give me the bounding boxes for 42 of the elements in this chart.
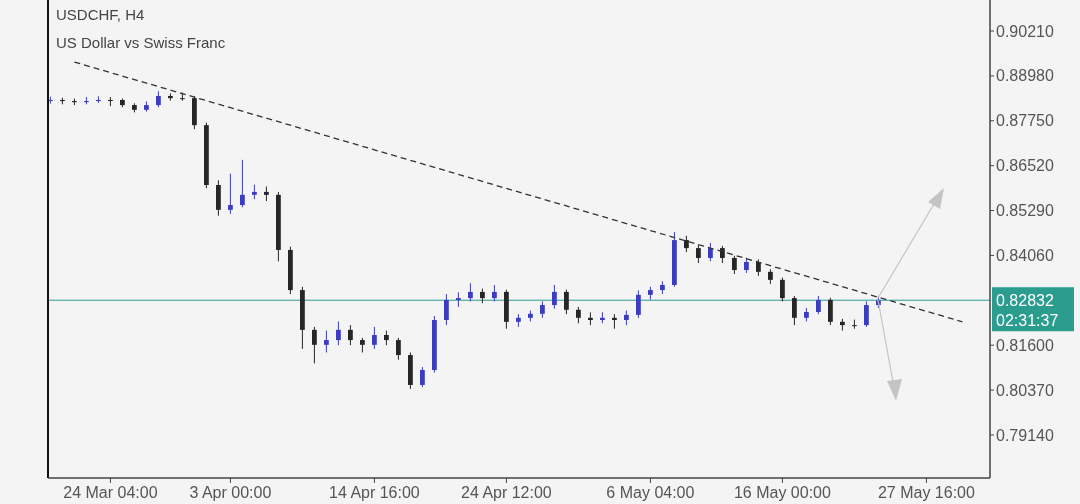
x-tick-label: 6 May 04:00 [606, 484, 695, 501]
y-tick-label: 0.84060 [996, 247, 1054, 265]
y-tick-label: 0.79140 [996, 426, 1054, 444]
text: 02:31:37 [996, 311, 1059, 329]
candlestick [696, 244, 701, 264]
chart-title: USDCHF, H4 [56, 6, 145, 23]
y-tick-label: 0.80370 [996, 381, 1054, 399]
x-tick-label: 24 Apr 12:00 [461, 484, 552, 501]
y-tick-label: 0.86520 [996, 157, 1054, 175]
x-tick-label: 16 May 00:00 [733, 484, 831, 501]
candlestick [336, 320, 341, 346]
candlestick [816, 295, 821, 315]
x-tick-label: 27 May 16:00 [877, 484, 975, 501]
text: US Dollar vs Swiss Franc [56, 34, 226, 51]
y-tick-label: 0.88980 [996, 67, 1054, 85]
candlestick [864, 300, 869, 328]
candlestick [636, 289, 641, 319]
candlestick [792, 295, 797, 326]
candlestick [564, 289, 569, 315]
candlestick [420, 366, 425, 388]
candlestick [828, 297, 833, 326]
candlestick [468, 282, 473, 302]
candlestick [780, 277, 785, 302]
candlestick [732, 255, 737, 275]
candlestick [240, 159, 245, 208]
y-tick-label: 0.87750 [996, 112, 1054, 130]
x-tick-label: 14 Apr 16:00 [329, 484, 420, 501]
ref-line-label: 0.82832 [996, 291, 1054, 309]
y-tick-label: 0.81600 [996, 336, 1054, 354]
y-tick-label: 0.90210 [996, 22, 1054, 40]
candlestick [348, 324, 353, 346]
candlestick [444, 293, 449, 326]
y-tick-label: 0.85290 [996, 202, 1054, 220]
candlestick [396, 337, 401, 361]
x-tick-label: 3 Apr 00:00 [189, 484, 272, 501]
candlestick [552, 284, 557, 310]
candlestick [708, 242, 713, 262]
x-tick-label: 24 Mar 04:00 [63, 484, 158, 501]
candlestick [372, 326, 377, 350]
candlestick [228, 173, 233, 215]
candlestick [312, 326, 317, 364]
candlestick [324, 330, 329, 353]
